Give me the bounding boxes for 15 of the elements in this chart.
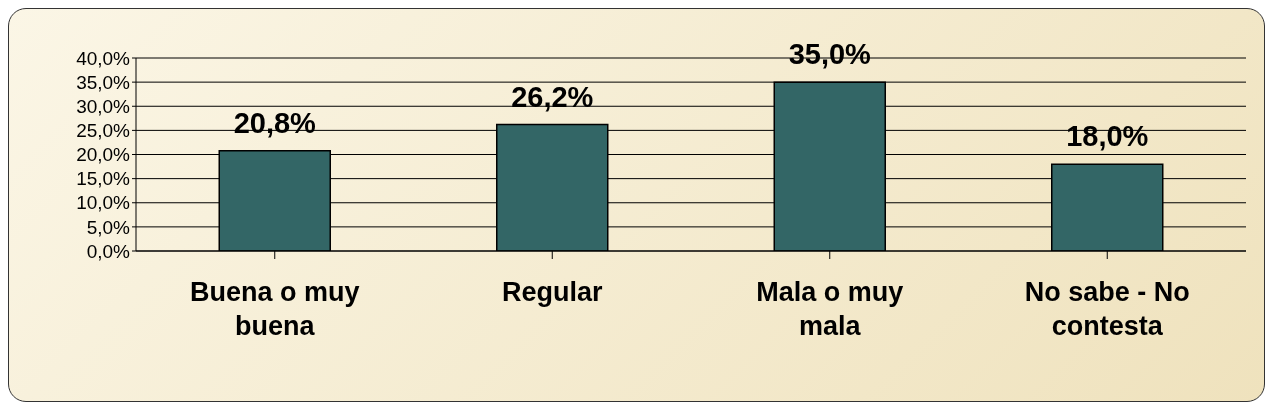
x-tick-label: No sabe - No contesta bbox=[1024, 277, 1190, 341]
y-tick-label: 40,0% bbox=[76, 47, 131, 69]
y-tick-label: 10,0% bbox=[76, 192, 131, 214]
y-tick-label: 25,0% bbox=[76, 120, 131, 142]
x-tick-label: Buena o muy buena bbox=[189, 277, 360, 341]
y-tick-label: 15,0% bbox=[76, 168, 131, 190]
x-tick-label: Mala o muy mala bbox=[756, 277, 904, 341]
y-tick-label: 35,0% bbox=[76, 71, 131, 93]
x-tick-label: Regular bbox=[501, 277, 603, 307]
data-label: 26,2% bbox=[511, 80, 594, 113]
y-tick-label: 5,0% bbox=[86, 216, 131, 238]
y-tick-label: 30,0% bbox=[76, 96, 131, 117]
data-label: 35,0% bbox=[788, 38, 872, 71]
y-tick-label: 0,0% bbox=[86, 240, 131, 262]
y-tick-label: 20,0% bbox=[76, 144, 131, 166]
